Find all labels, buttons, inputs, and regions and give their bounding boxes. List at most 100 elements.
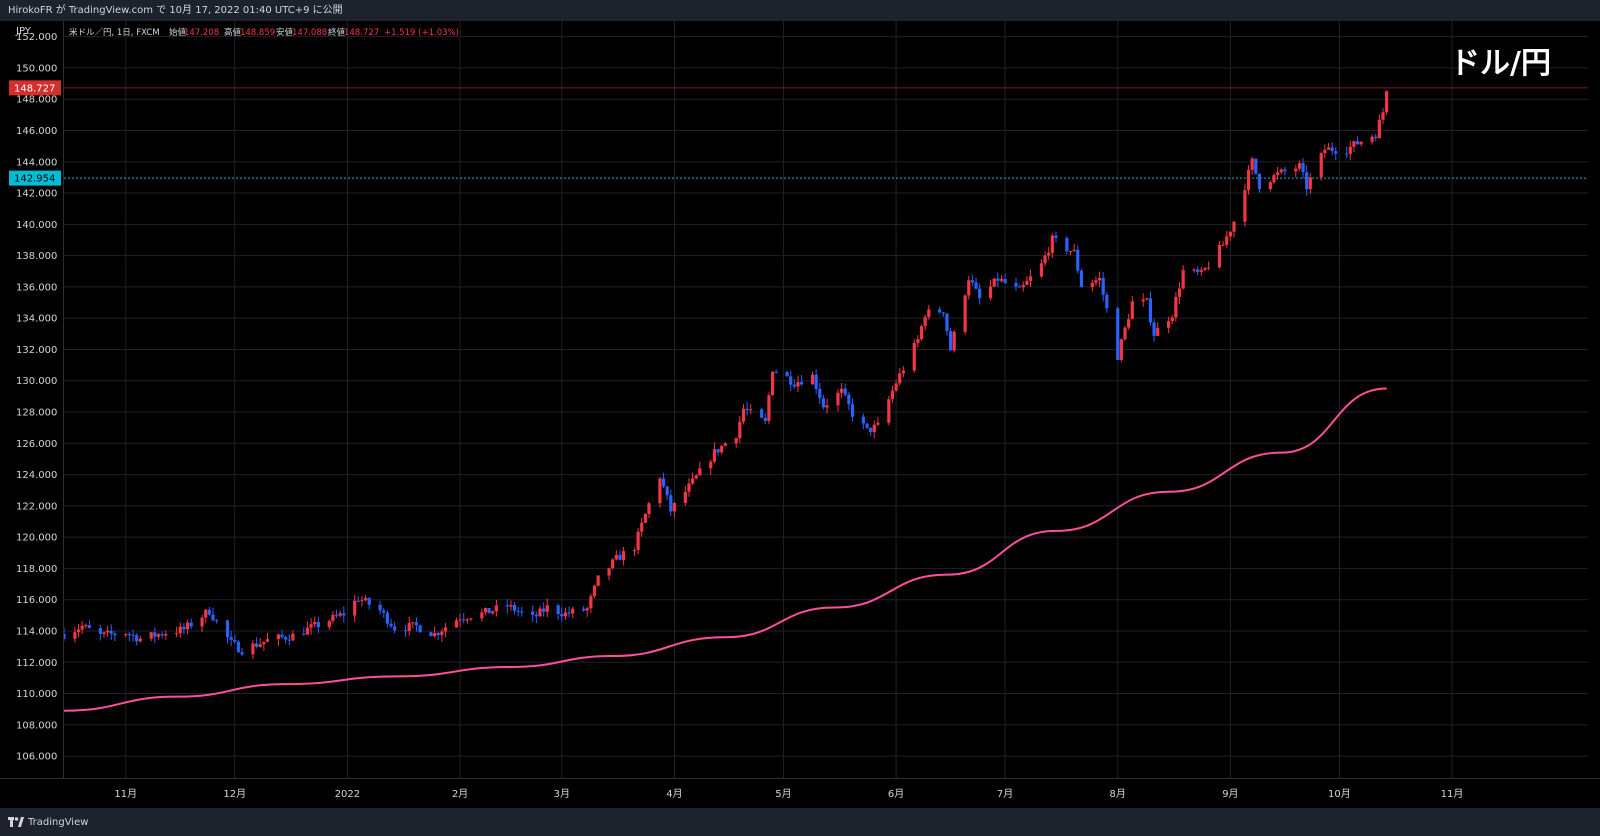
candle — [618, 550, 622, 561]
candle-body — [585, 608, 589, 611]
candle-body — [178, 626, 182, 634]
left-price-axis[interactable] — [0, 21, 63, 778]
x-tick-label: 12月 — [223, 788, 246, 800]
candle-body — [265, 639, 270, 642]
tradingview-logo[interactable]: TradingView — [8, 815, 88, 829]
candle — [691, 472, 695, 485]
candle — [98, 624, 102, 641]
candle — [825, 399, 829, 414]
candle-body — [898, 373, 902, 384]
candle — [1054, 231, 1058, 243]
candle-body — [749, 409, 753, 411]
candle-body — [309, 624, 313, 628]
candle — [316, 616, 320, 634]
candle-body — [821, 398, 826, 408]
y-tick-label: 132.000 — [16, 345, 57, 356]
candle-body — [1305, 172, 1309, 190]
candle — [265, 632, 270, 642]
candle — [1276, 166, 1280, 180]
candle — [789, 370, 793, 391]
price-chart[interactable]: JPY 152.000150.000148.000146.000144.0001… — [0, 21, 1600, 808]
candle-body — [98, 628, 102, 634]
plot-background — [0, 21, 1600, 808]
y-tick-label: 126.000 — [16, 439, 57, 450]
candle-body — [240, 652, 244, 655]
candle — [1308, 173, 1312, 194]
candle — [792, 379, 796, 389]
candles[interactable] — [62, 90, 1389, 660]
candle-body — [469, 618, 473, 620]
candle — [1097, 271, 1102, 287]
candle — [672, 502, 677, 518]
candle-body — [999, 279, 1004, 281]
candle-body — [1385, 91, 1389, 113]
candle — [1050, 233, 1054, 259]
candle — [567, 606, 571, 618]
candle-body — [538, 608, 542, 617]
candle-body — [1272, 175, 1276, 183]
candle-body — [487, 608, 491, 614]
candle-body — [618, 554, 622, 561]
candle — [73, 626, 77, 643]
candle-body — [356, 600, 360, 602]
candle — [658, 476, 662, 508]
candle — [996, 272, 1000, 288]
candle-body — [1192, 269, 1196, 271]
candle-body — [1068, 251, 1073, 253]
candle-body — [1377, 119, 1381, 139]
candle-body — [1039, 263, 1044, 277]
candle-body — [160, 634, 164, 636]
candle — [389, 618, 393, 629]
x-tick-label: 6月 — [888, 788, 904, 800]
candle-body — [229, 637, 233, 640]
candle — [1334, 147, 1338, 161]
candle-body — [287, 639, 291, 641]
candle — [185, 619, 190, 635]
candle-body — [280, 634, 284, 638]
candle — [1225, 230, 1229, 248]
candle-body — [1381, 112, 1385, 120]
y-tick-label: 148.000 — [16, 95, 57, 106]
candle-body — [592, 585, 597, 597]
candle-body — [1243, 190, 1247, 222]
candle — [353, 594, 357, 623]
candle-body — [836, 392, 840, 406]
candle-body — [204, 609, 208, 618]
candle — [796, 375, 800, 393]
candle-body — [385, 612, 389, 624]
candle — [1359, 141, 1363, 147]
candle — [810, 371, 815, 385]
x-tick-label: 11月 — [114, 788, 137, 800]
candle-body — [876, 422, 880, 425]
candle — [429, 631, 433, 637]
candle — [1025, 276, 1029, 286]
candle — [1090, 279, 1094, 292]
candle-body — [763, 417, 767, 421]
candle-body — [967, 280, 971, 296]
candle-body — [963, 295, 967, 332]
candle — [76, 624, 81, 638]
candle — [563, 607, 568, 621]
candle-body — [433, 633, 437, 637]
candle — [945, 312, 949, 336]
candle-body — [1283, 169, 1287, 172]
candle — [632, 547, 637, 557]
chart-frame[interactable]: JPY 152.000 150.000 148.000 146.000 144.000 1… — [0, 21, 1600, 808]
candle — [869, 427, 873, 437]
candle — [760, 408, 764, 419]
candle — [876, 416, 880, 427]
candle — [560, 607, 564, 622]
time-axis[interactable] — [0, 778, 1600, 808]
candle-body — [175, 633, 179, 635]
candle-body — [698, 468, 702, 476]
candle-body — [494, 605, 498, 612]
candle — [1257, 173, 1262, 193]
candle-body — [1079, 270, 1084, 288]
candle-body — [665, 486, 669, 496]
candle — [418, 624, 422, 633]
candle — [1279, 168, 1283, 175]
candle-body — [331, 614, 335, 621]
candle-body — [571, 608, 575, 614]
candle-body — [262, 641, 266, 645]
candle — [571, 606, 575, 619]
